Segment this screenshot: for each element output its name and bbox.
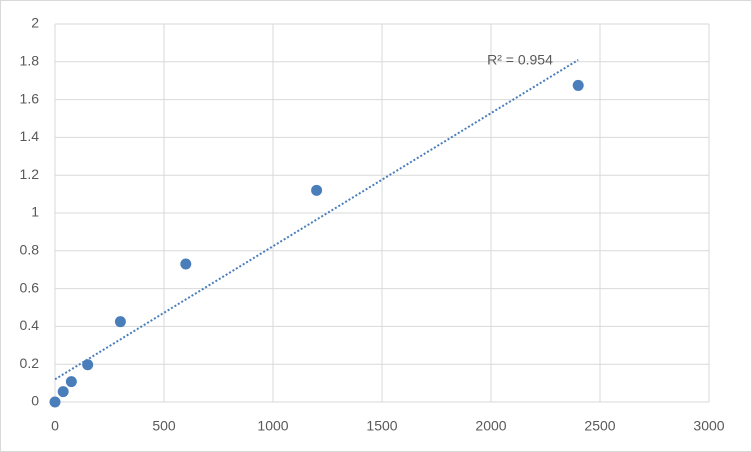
y-tick-label: 1.6 (20, 90, 40, 106)
y-tick-label: 1.8 (20, 53, 40, 69)
y-tick-label: 2 (31, 15, 39, 31)
y-tick-label: 1.2 (20, 166, 40, 182)
y-tick-label: 0 (31, 393, 39, 409)
data-point (180, 258, 192, 270)
x-tick-label: 1000 (257, 418, 288, 434)
x-tick-label: 0 (51, 418, 59, 434)
y-tick-label: 0.6 (20, 279, 40, 295)
data-point (311, 184, 323, 196)
data-point (65, 376, 77, 388)
y-tick-label: 0.8 (20, 242, 40, 258)
y-tick-label: 0.2 (20, 355, 40, 371)
y-tick-label: 1.4 (20, 128, 40, 144)
x-tick-label: 2000 (475, 418, 506, 434)
data-point (82, 359, 94, 371)
x-tick-label: 3000 (693, 418, 724, 434)
data-point (57, 386, 69, 398)
x-tick-label: 2500 (584, 418, 615, 434)
data-point (114, 316, 126, 328)
x-tick-label: 500 (152, 418, 176, 434)
y-tick-label: 0.4 (20, 317, 40, 333)
x-tick-label: 1500 (366, 418, 397, 434)
data-point (572, 79, 584, 91)
data-point (49, 396, 61, 408)
r-squared-label: R² = 0.954 (487, 52, 553, 68)
y-tick-label: 1 (31, 204, 39, 220)
